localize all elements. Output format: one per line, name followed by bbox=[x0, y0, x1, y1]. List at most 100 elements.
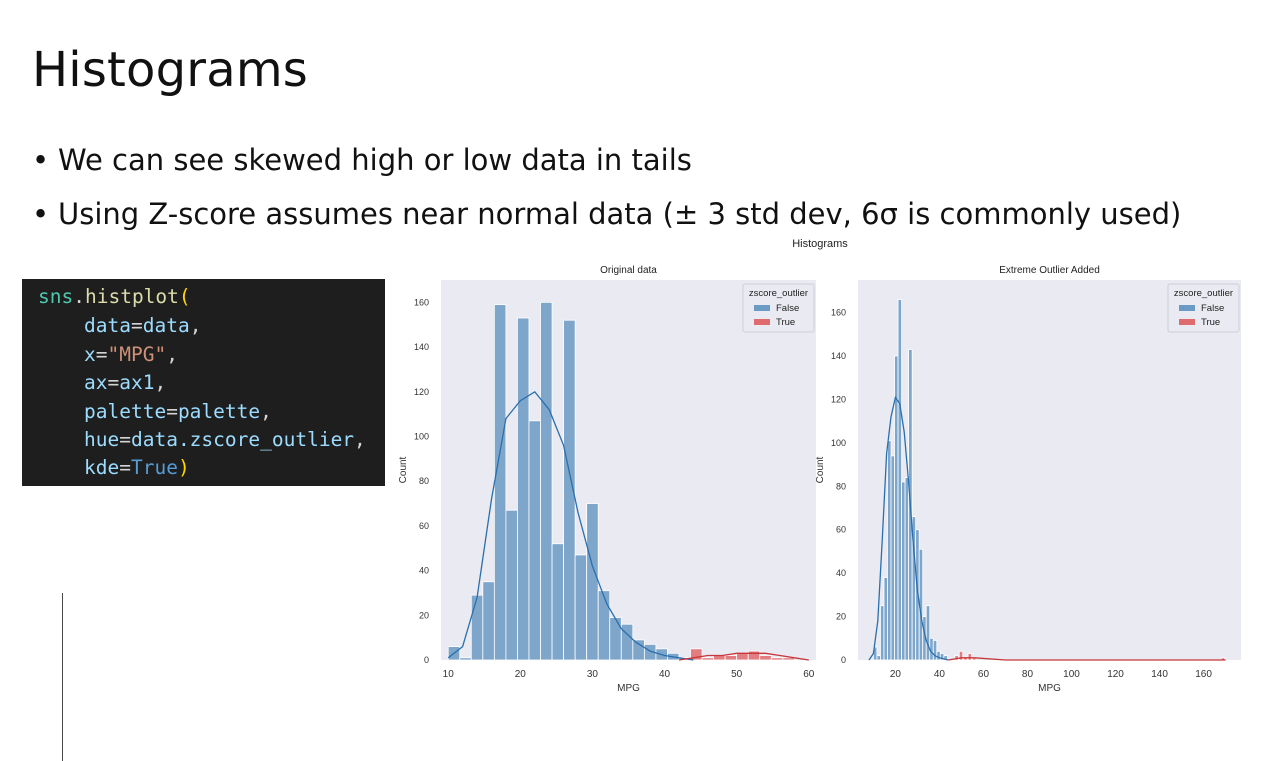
y-tick-label: 60 bbox=[836, 525, 846, 535]
bar-false bbox=[574, 554, 588, 661]
bar-false bbox=[929, 637, 934, 661]
indent-guide bbox=[62, 593, 63, 761]
bar-false bbox=[609, 617, 622, 661]
plot-area bbox=[858, 280, 1241, 660]
legend-entry: True bbox=[776, 317, 795, 328]
code-line: kde=True) bbox=[84, 456, 190, 479]
y-tick-label: 120 bbox=[831, 394, 846, 404]
x-tick-label: 10 bbox=[443, 669, 455, 680]
y-axis-label: Count bbox=[815, 456, 826, 483]
bar-true bbox=[770, 657, 784, 661]
x-tick-label: 140 bbox=[1151, 669, 1168, 680]
legend-title: zscore_outlier bbox=[1174, 288, 1233, 299]
bar-false bbox=[887, 440, 892, 661]
x-tick-label: 20 bbox=[890, 669, 902, 680]
slide-title: Histograms bbox=[32, 42, 309, 98]
chart-extreme-outlier: Extreme Outlier Added 20 40 60 80 100 120 140 16… bbox=[815, 265, 1241, 694]
x-axis-label: MPG bbox=[617, 683, 640, 694]
bullet-text: Using Z-score assumes near normal data (… bbox=[58, 197, 1182, 231]
bar-false bbox=[925, 605, 931, 661]
legend-entry: True bbox=[1201, 317, 1220, 328]
x-tick-label: 80 bbox=[1022, 669, 1034, 680]
bar-false bbox=[470, 594, 484, 661]
y-tick-label: 0 bbox=[841, 655, 846, 665]
bar-false bbox=[632, 639, 645, 661]
bar-false bbox=[922, 616, 927, 661]
x-tick-label: 100 bbox=[1063, 669, 1080, 680]
x-tick-label: 50 bbox=[731, 669, 743, 680]
legend bbox=[1167, 283, 1240, 333]
bar-true bbox=[759, 655, 772, 661]
bar-false bbox=[901, 481, 906, 661]
bar-false bbox=[667, 652, 680, 661]
bullet-text: We can see skewed high or low data in ta… bbox=[58, 143, 692, 177]
x-tick-label: 30 bbox=[587, 669, 599, 680]
bullet-item: • Using Z-score assumes near normal data … bbox=[32, 194, 1181, 248]
code-arg-name: data bbox=[84, 314, 131, 337]
code-function: histplot bbox=[84, 285, 179, 308]
bar-false bbox=[904, 477, 910, 661]
bar-true bbox=[958, 650, 964, 661]
bullet-marker: • bbox=[32, 143, 50, 177]
bar-false bbox=[540, 301, 553, 661]
kde-line-true bbox=[948, 657, 1226, 661]
code-arg-value: True bbox=[130, 456, 178, 479]
bar-false bbox=[908, 349, 913, 661]
x-tick-label: 60 bbox=[803, 669, 815, 680]
bar-false bbox=[643, 643, 657, 661]
bar-true bbox=[701, 657, 714, 661]
bar-true bbox=[972, 657, 977, 661]
y-tick-label: 160 bbox=[414, 297, 429, 307]
code-arg-name: hue bbox=[84, 428, 120, 451]
bar-false bbox=[459, 657, 472, 661]
legend-swatch bbox=[1179, 319, 1195, 325]
y-tick-label: 80 bbox=[836, 481, 846, 491]
legend bbox=[742, 283, 815, 333]
chart-title: Original data bbox=[600, 265, 657, 276]
x-tick-label: 160 bbox=[1195, 669, 1212, 680]
bar-false bbox=[563, 319, 576, 661]
x-tick-label: 40 bbox=[659, 669, 671, 680]
y-tick-label: 20 bbox=[836, 612, 846, 622]
y-tick-label: 60 bbox=[419, 521, 429, 531]
bar-false bbox=[911, 516, 917, 661]
kde-line-false bbox=[447, 390, 694, 661]
code-line: sns.histplot( bbox=[38, 285, 191, 308]
bar-false bbox=[890, 455, 895, 661]
chart-original-data: Original data 10 20 30 40 50 60 0 20 40 60 80 100 120… bbox=[398, 265, 816, 694]
code-arg-value: ax1 bbox=[119, 371, 155, 394]
y-tick-label: 140 bbox=[414, 342, 429, 352]
y-axis-label: Count bbox=[398, 456, 409, 483]
bar-false bbox=[876, 655, 881, 661]
bar-false bbox=[655, 648, 668, 661]
code-arg-value: "MPG" bbox=[107, 343, 167, 366]
bar-true bbox=[736, 652, 749, 661]
bar-true bbox=[713, 655, 726, 661]
bar-true bbox=[1220, 657, 1226, 661]
bar-true bbox=[690, 648, 703, 661]
bar-false bbox=[528, 420, 541, 661]
bar-false bbox=[894, 355, 899, 661]
x-tick-label: 120 bbox=[1107, 669, 1124, 680]
code-arg-value: palette bbox=[177, 400, 261, 423]
bar-false bbox=[883, 577, 888, 661]
y-tick-label: 100 bbox=[831, 438, 846, 448]
code-arg-value: data.zscore_outlier bbox=[130, 428, 355, 451]
bar-false bbox=[517, 317, 530, 661]
y-tick-label: 120 bbox=[414, 387, 429, 397]
code-arg-name: kde bbox=[84, 456, 120, 479]
legend-entry: False bbox=[1201, 303, 1224, 314]
y-tick-label: 40 bbox=[836, 568, 846, 578]
y-tick-label: 80 bbox=[419, 476, 429, 486]
kde-line-false bbox=[868, 395, 949, 661]
bar-false bbox=[586, 503, 599, 661]
bullet-marker: • bbox=[32, 197, 50, 231]
bar-false bbox=[939, 653, 945, 661]
legend-swatch bbox=[1179, 305, 1195, 311]
code-arg-name: x bbox=[84, 343, 96, 366]
bullet-item: • We can see skewed high or low data in t… bbox=[32, 140, 1181, 194]
legend-title: zscore_outlier bbox=[749, 288, 808, 299]
bar-false bbox=[597, 590, 611, 661]
bar-true bbox=[967, 653, 972, 661]
bar-false bbox=[936, 650, 941, 661]
